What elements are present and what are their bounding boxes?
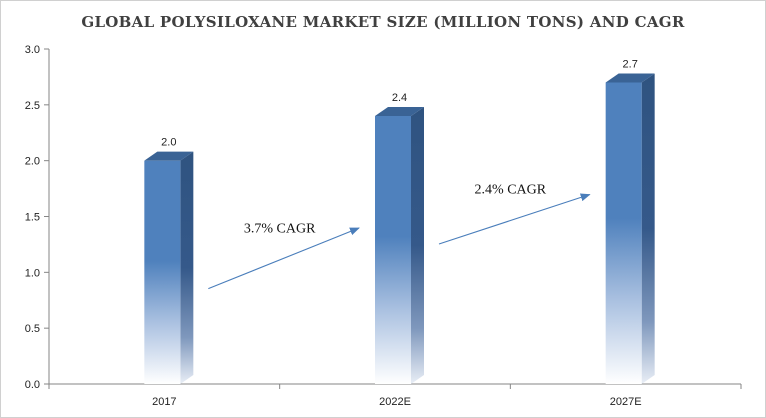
y-tick-label: 2.0	[25, 156, 40, 168]
bar-side-face	[180, 151, 194, 384]
chart-title: GLOBAL POLYSILOXANE MARKET SIZE (MILLION…	[81, 13, 685, 31]
y-tick-label: 2.5	[25, 100, 40, 112]
bar-side-face	[411, 107, 424, 384]
y-tick-label: 0.0	[25, 379, 40, 391]
y-tick-label: 1.5	[25, 212, 40, 224]
x-tick-label: 2022E	[379, 396, 411, 408]
x-tick-label: 2017	[152, 396, 176, 408]
data-label: 2.7	[623, 59, 638, 71]
bar-top-face	[605, 73, 655, 83]
bar-front-face	[605, 82, 642, 384]
cagr-label: 2.4% CAGR	[475, 182, 547, 197]
bar-2017	[144, 151, 194, 384]
cagr-label: 3.7% CAGR	[244, 221, 316, 236]
cagr-arrow	[438, 193, 591, 245]
data-label: 2.4	[392, 92, 407, 104]
bar-2022E	[375, 107, 424, 384]
y-tick-label: 1.0	[25, 267, 40, 279]
cagr-arrow	[208, 227, 360, 290]
bar-2027E	[605, 73, 655, 384]
data-label: 2.0	[161, 137, 176, 149]
bar-side-face	[641, 73, 655, 384]
bar-top-face	[375, 107, 424, 116]
y-tick-label: 0.5	[25, 323, 40, 335]
x-tick-label: 2027E	[610, 396, 642, 408]
bar-top-face	[144, 151, 194, 161]
y-tick-label: 3.0	[25, 44, 40, 56]
bar-front-face	[144, 160, 181, 384]
bar-front-face	[375, 116, 411, 384]
